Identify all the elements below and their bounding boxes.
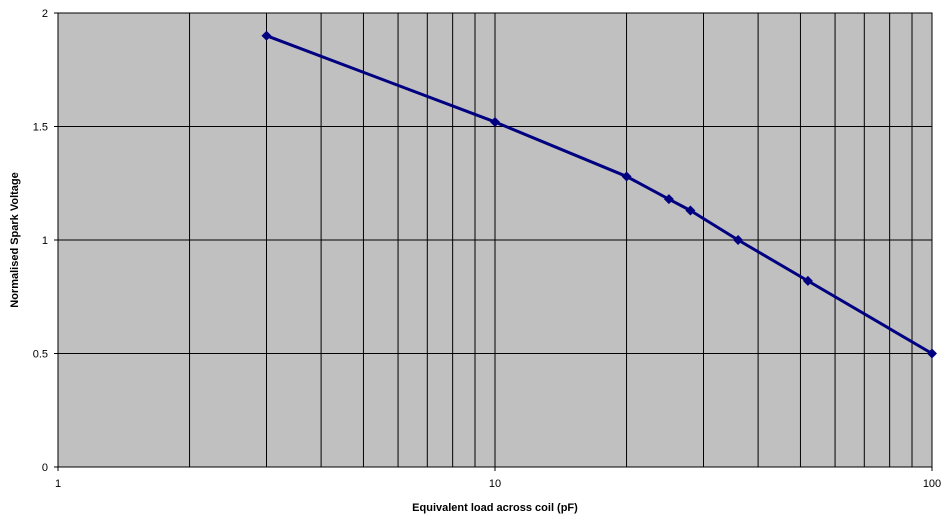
data-point-marker: [802, 275, 813, 286]
data-point-marker: [621, 171, 632, 182]
data-point-marker: [490, 116, 500, 127]
series-group: [265, 34, 933, 355]
markers-group: [261, 30, 937, 359]
data-point-marker: [927, 348, 937, 359]
data-point-marker: [663, 194, 674, 205]
data-point-marker: [733, 235, 744, 245]
x-tick-label: 1: [55, 478, 61, 490]
y-tick-label: 2: [42, 8, 48, 20]
x-tick-label: 10: [489, 478, 501, 490]
y-tick-label: 0.5: [33, 349, 48, 361]
x-axis-ticks: 1 10 100: [55, 467, 941, 490]
data-point-marker: [685, 205, 696, 216]
y-tick-label: 1.5: [33, 122, 48, 134]
y-axis-title: Normalised Spark Voltage: [9, 172, 21, 308]
y-axis-ticks: 0 0.5 1 1.5 2: [33, 8, 58, 474]
x-tick-label: 100: [923, 478, 941, 490]
data-point-marker: [261, 30, 272, 41]
series-line: [265, 34, 933, 355]
y-tick-label: 0: [42, 462, 48, 474]
y-tick-label: 1: [42, 235, 48, 247]
x-axis-title: Equivalent load across coil (pF): [412, 502, 578, 514]
